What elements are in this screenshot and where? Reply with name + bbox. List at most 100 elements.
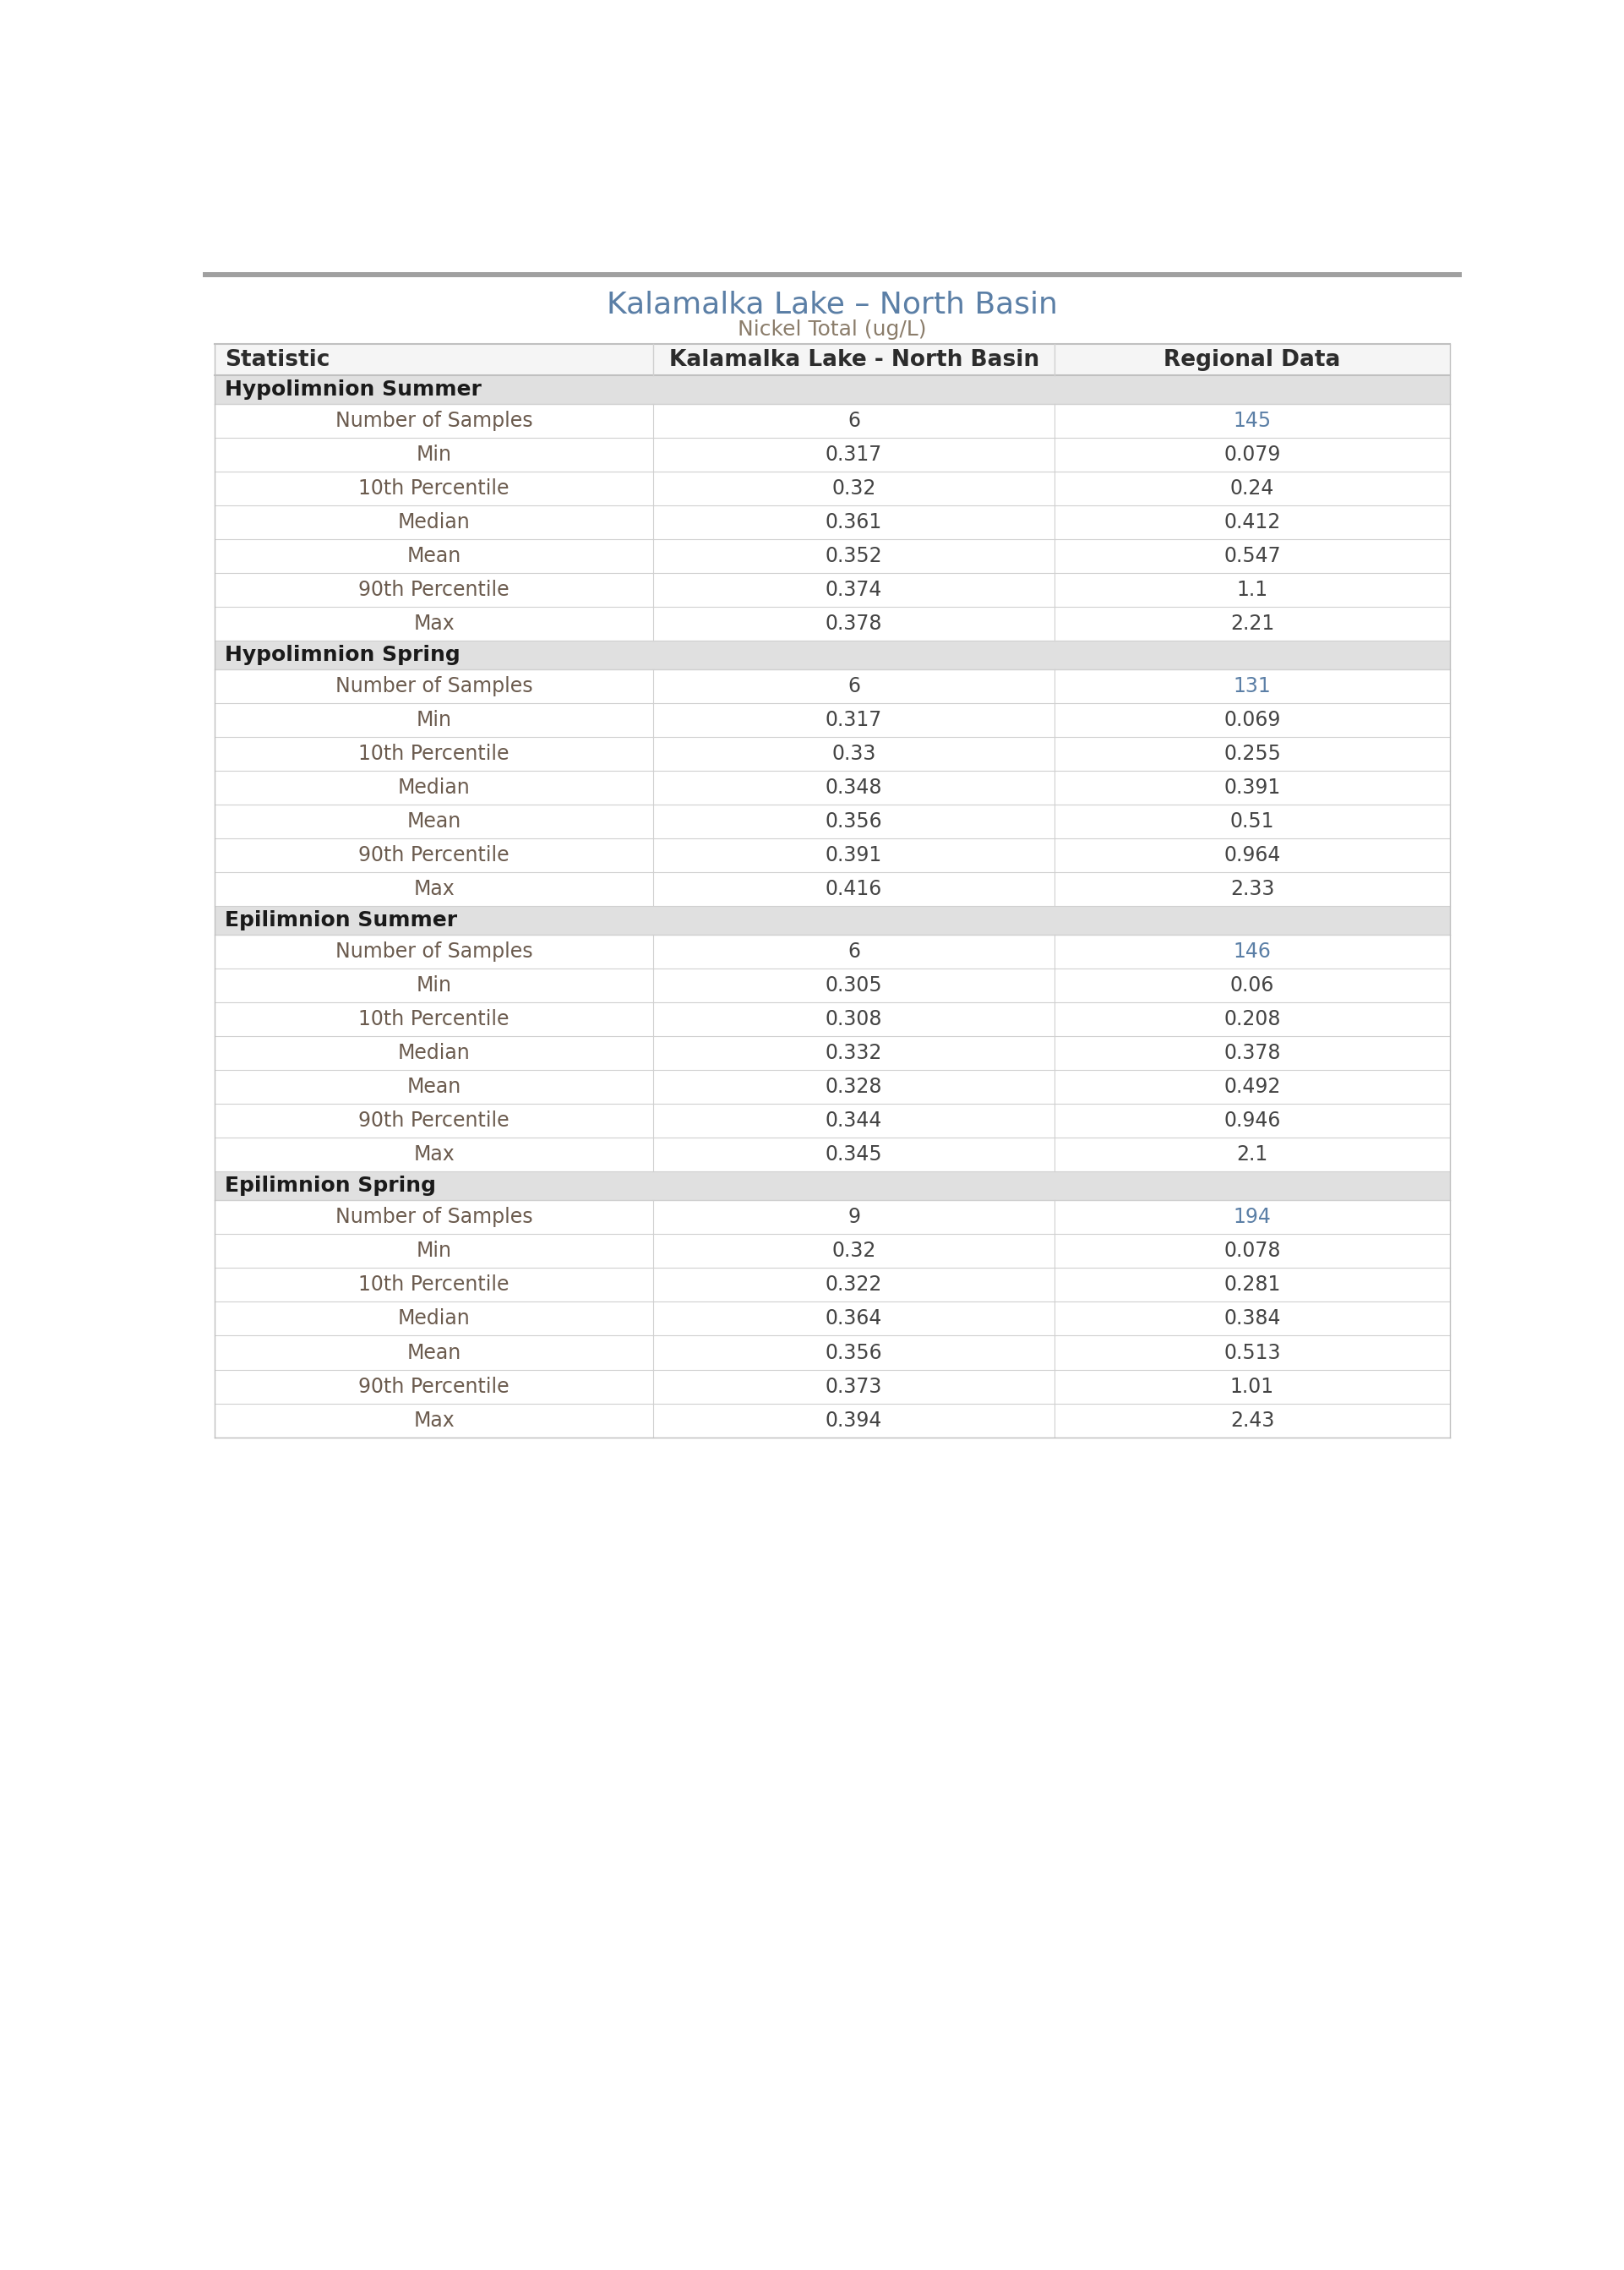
Text: 0.079: 0.079 [1224, 445, 1281, 465]
FancyBboxPatch shape [214, 738, 1450, 772]
FancyBboxPatch shape [214, 606, 1450, 640]
Text: 90th Percentile: 90th Percentile [359, 1376, 510, 1396]
FancyBboxPatch shape [214, 404, 1450, 438]
Text: 0.374: 0.374 [825, 579, 882, 599]
Text: 145: 145 [1233, 411, 1272, 431]
FancyBboxPatch shape [214, 540, 1450, 572]
Text: Statistic: Statistic [224, 350, 330, 370]
Text: Mean: Mean [408, 810, 461, 831]
FancyBboxPatch shape [214, 1103, 1450, 1137]
Text: Max: Max [414, 1410, 455, 1430]
Text: 0.348: 0.348 [825, 779, 882, 799]
FancyBboxPatch shape [214, 1403, 1450, 1437]
Text: 0.32: 0.32 [831, 1242, 875, 1262]
Text: Number of Samples: Number of Samples [335, 1208, 533, 1228]
FancyBboxPatch shape [214, 935, 1450, 969]
FancyBboxPatch shape [214, 1201, 1450, 1235]
Text: Nickel Total (ug/L): Nickel Total (ug/L) [737, 320, 927, 340]
Text: Mean: Mean [408, 1342, 461, 1362]
Text: 90th Percentile: 90th Percentile [359, 1110, 510, 1130]
Text: 0.378: 0.378 [1224, 1044, 1281, 1062]
Text: 0.332: 0.332 [825, 1044, 882, 1062]
Text: 90th Percentile: 90th Percentile [359, 579, 510, 599]
Text: Median: Median [398, 779, 471, 799]
Text: Min: Min [416, 445, 451, 465]
Text: 0.412: 0.412 [1224, 513, 1281, 533]
Text: Median: Median [398, 513, 471, 533]
Text: 1.01: 1.01 [1231, 1376, 1275, 1396]
Text: 0.547: 0.547 [1223, 547, 1281, 565]
FancyBboxPatch shape [214, 345, 1450, 375]
Text: 6: 6 [848, 676, 861, 697]
Text: 0.946: 0.946 [1224, 1110, 1281, 1130]
FancyBboxPatch shape [214, 1269, 1450, 1303]
Text: 6: 6 [848, 942, 861, 962]
FancyBboxPatch shape [214, 438, 1450, 472]
Text: 0.356: 0.356 [825, 1342, 882, 1362]
FancyBboxPatch shape [214, 640, 1450, 670]
Text: 2.33: 2.33 [1229, 878, 1275, 899]
Text: Kalamalka Lake - North Basin: Kalamalka Lake - North Basin [669, 350, 1039, 370]
Text: Number of Samples: Number of Samples [335, 411, 533, 431]
Text: 0.078: 0.078 [1224, 1242, 1281, 1262]
Text: Kalamalka Lake – North Basin: Kalamalka Lake – North Basin [607, 291, 1057, 320]
Text: 0.281: 0.281 [1224, 1276, 1281, 1296]
Text: 2.1: 2.1 [1236, 1144, 1268, 1165]
FancyBboxPatch shape [214, 1137, 1450, 1171]
Text: 10th Percentile: 10th Percentile [359, 1276, 510, 1296]
FancyBboxPatch shape [214, 1171, 1450, 1201]
Text: 0.352: 0.352 [825, 547, 882, 565]
FancyBboxPatch shape [214, 506, 1450, 540]
Text: Epilimnion Spring: Epilimnion Spring [224, 1176, 435, 1196]
Text: 0.513: 0.513 [1224, 1342, 1281, 1362]
Text: 0.391: 0.391 [825, 844, 882, 865]
Text: 0.391: 0.391 [1224, 779, 1281, 799]
Text: Hypolimnion Spring: Hypolimnion Spring [224, 645, 460, 665]
Text: 10th Percentile: 10th Percentile [359, 1010, 510, 1031]
Text: 0.373: 0.373 [825, 1376, 882, 1396]
Text: 0.322: 0.322 [825, 1276, 882, 1296]
Text: 0.33: 0.33 [831, 745, 875, 765]
FancyBboxPatch shape [214, 906, 1450, 935]
Text: Regional Data: Regional Data [1164, 350, 1341, 370]
Text: 146: 146 [1233, 942, 1272, 962]
Text: 0.394: 0.394 [825, 1410, 882, 1430]
FancyBboxPatch shape [214, 872, 1450, 906]
Text: 0.308: 0.308 [825, 1010, 882, 1031]
Text: 2.21: 2.21 [1229, 613, 1275, 633]
FancyBboxPatch shape [214, 804, 1450, 838]
Text: Number of Samples: Number of Samples [335, 942, 533, 962]
Text: 0.208: 0.208 [1224, 1010, 1281, 1031]
Text: Epilimnion Summer: Epilimnion Summer [224, 910, 456, 931]
Text: 0.378: 0.378 [825, 613, 882, 633]
Text: 0.345: 0.345 [825, 1144, 882, 1165]
Text: Min: Min [416, 1242, 451, 1262]
Text: 0.364: 0.364 [825, 1310, 882, 1328]
Text: 10th Percentile: 10th Percentile [359, 479, 510, 499]
Text: 0.24: 0.24 [1229, 479, 1275, 499]
Text: Median: Median [398, 1310, 471, 1328]
Text: 0.06: 0.06 [1229, 976, 1275, 997]
Text: Min: Min [416, 976, 451, 997]
Text: 194: 194 [1233, 1208, 1272, 1228]
FancyBboxPatch shape [214, 1303, 1450, 1335]
FancyBboxPatch shape [214, 572, 1450, 606]
Text: 6: 6 [848, 411, 861, 431]
Text: Max: Max [414, 878, 455, 899]
Text: Mean: Mean [408, 1076, 461, 1096]
FancyBboxPatch shape [214, 375, 1450, 404]
Text: Min: Min [416, 711, 451, 731]
FancyBboxPatch shape [214, 1037, 1450, 1069]
Text: 90th Percentile: 90th Percentile [359, 844, 510, 865]
Text: 0.32: 0.32 [831, 479, 875, 499]
Text: 0.317: 0.317 [825, 445, 882, 465]
FancyBboxPatch shape [214, 1369, 1450, 1403]
Text: 0.384: 0.384 [1224, 1310, 1281, 1328]
FancyBboxPatch shape [214, 472, 1450, 506]
Text: 2.43: 2.43 [1229, 1410, 1275, 1430]
Text: Max: Max [414, 613, 455, 633]
Text: Max: Max [414, 1144, 455, 1165]
Text: 0.51: 0.51 [1229, 810, 1275, 831]
Text: 0.069: 0.069 [1224, 711, 1281, 731]
FancyBboxPatch shape [203, 272, 1462, 277]
